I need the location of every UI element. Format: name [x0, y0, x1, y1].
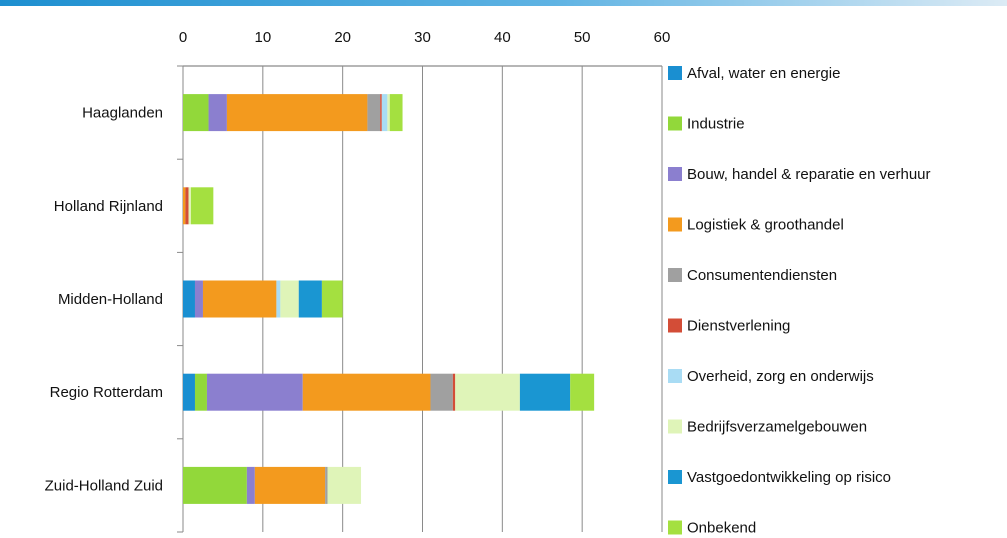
x-tick-label: 40: [494, 29, 511, 46]
bar-segment: [194, 280, 203, 318]
category-label: Holland Rijnland: [54, 198, 163, 215]
bar-segment: [185, 187, 189, 225]
legend-label: Bouw, handel & reparatie en verhuur: [687, 166, 931, 183]
bar-segment: [206, 373, 303, 411]
legend: Afval, water en energie Industrie Bouw, ha…: [668, 65, 931, 537]
bar-segment: [183, 280, 195, 318]
bar-segment: [280, 280, 299, 318]
x-tick-label: 20: [334, 29, 351, 46]
category-labels: Haaglanden Holland Rijnland Midden-Holland…: [45, 105, 163, 495]
bar-segment: [276, 280, 281, 318]
x-axis-ticks: 0 10 20 30 40 50 60: [179, 29, 671, 46]
bar-segment: [452, 373, 456, 411]
bar-segment: [226, 94, 368, 132]
bar-segment: [430, 373, 453, 411]
legend-swatch: [668, 318, 682, 333]
bar-segment: [367, 94, 381, 132]
bar-segment: [254, 466, 326, 504]
x-tick-label: 10: [254, 29, 271, 46]
bar-segment: [327, 466, 362, 504]
bar-segment: [194, 373, 207, 411]
bar-segment: [389, 94, 403, 132]
category-label: Midden-Holland: [58, 291, 163, 308]
legend-swatch: [668, 167, 682, 181]
category-label: Regio Rotterdam: [50, 384, 163, 401]
legend-label: Dienstverlening: [687, 318, 790, 335]
bar-segment: [183, 94, 209, 132]
bar-segment: [381, 94, 388, 132]
legend-swatch: [668, 116, 682, 131]
bar-segment: [188, 187, 191, 225]
x-tick-label: 30: [414, 29, 431, 46]
x-tick-label: 0: [179, 29, 187, 46]
x-tick-label: 60: [654, 29, 671, 46]
gridlines: [177, 65, 663, 533]
bar-segment: [455, 373, 520, 411]
top-accent-line: [0, 0, 1007, 6]
category-label: Zuid-Holland Zuid: [45, 477, 163, 494]
legend-label: Consumentendiensten: [687, 267, 837, 284]
bar-segment: [325, 466, 328, 504]
legend-swatch: [668, 268, 682, 282]
bar-segment: [321, 280, 343, 318]
bar-segment: [183, 187, 186, 225]
bars: [183, 94, 595, 504]
bar-segment: [202, 280, 277, 318]
x-tick-label: 50: [574, 29, 591, 46]
bar-segment: [519, 373, 571, 411]
legend-label: Afval, water en energie: [687, 65, 840, 82]
bar-segment: [183, 373, 195, 411]
category-label: Haaglanden: [82, 105, 163, 122]
bar-segment: [570, 373, 595, 411]
legend-swatch: [668, 369, 682, 383]
bar-segment: [387, 94, 390, 132]
bar-segment: [190, 187, 214, 225]
legend-swatch: [668, 217, 682, 232]
legend-label: Logistiek & groothandel: [687, 217, 844, 234]
bar-segment: [246, 466, 255, 504]
legend-label: Industrie: [687, 116, 745, 133]
legend-swatch: [668, 419, 682, 434]
legend-swatch: [668, 66, 682, 80]
legend-label: Bedrijfsverzamelgebouwen: [687, 419, 867, 436]
bar-segment: [298, 280, 322, 318]
bar-segment: [302, 373, 431, 411]
legend-label: Overheid, zorg en onderwijs: [687, 368, 874, 385]
bar-segment: [183, 466, 247, 504]
legend-swatch: [668, 520, 682, 535]
legend-swatch: [668, 470, 682, 484]
legend-label: Vastgoedontwikkeling op risico: [687, 469, 891, 486]
bar-segment: [208, 94, 227, 132]
bar-segment: [380, 94, 382, 132]
legend-label: Onbekend: [687, 520, 756, 537]
